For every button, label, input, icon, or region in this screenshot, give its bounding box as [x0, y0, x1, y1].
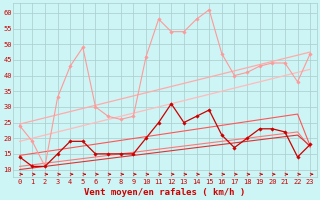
X-axis label: Vent moyen/en rafales ( km/h ): Vent moyen/en rafales ( km/h ): [84, 188, 245, 197]
